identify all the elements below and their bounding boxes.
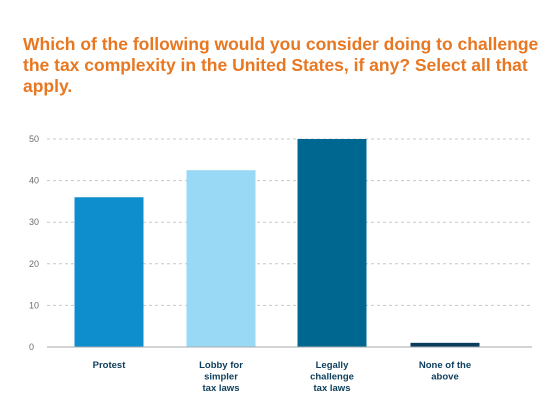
x-category-label: challenge [310, 372, 354, 383]
x-category-label: above [431, 372, 458, 383]
x-category-label: tax laws [203, 383, 240, 394]
bar [410, 342, 480, 347]
y-tick-label: 10 [29, 300, 39, 310]
bar [74, 197, 144, 347]
y-tick-label: 0 [29, 342, 34, 352]
bar [297, 139, 367, 347]
y-tick-label: 50 [29, 134, 39, 144]
x-category-label: tax laws [314, 383, 351, 394]
chart-title: Which of the following would you conside… [23, 34, 539, 96]
y-tick-label: 20 [29, 259, 39, 269]
x-category-label: simpler [204, 372, 238, 383]
x-category-label: Lobby for [199, 360, 243, 371]
y-tick-label: 40 [29, 176, 39, 186]
x-category-label: None of the [419, 360, 471, 371]
x-category-label: Legally [316, 360, 349, 371]
x-category-label: Protest [93, 360, 127, 371]
y-tick-label: 30 [29, 217, 39, 227]
bar [186, 170, 256, 347]
